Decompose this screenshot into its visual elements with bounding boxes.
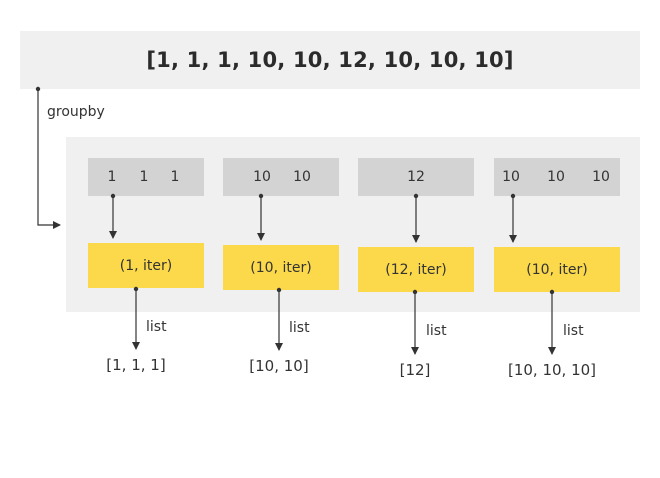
group-key: 1 [139,169,149,185]
group-key: 10 [293,169,311,185]
group-result-2: [10, 10] [249,357,309,375]
tuple-dot-2 [276,287,282,293]
group-tuple-1: (1, iter) [88,243,204,288]
group-tuple-2: (10, iter) [223,245,339,290]
group-tuple-3: (12, iter) [358,247,474,292]
group-key: 1 [170,169,180,185]
list-label-4: list [563,323,584,339]
tuple-dot-4 [549,289,555,295]
groupby-arrow [37,89,61,229]
group-keys-box-4: 10 10 10 [494,158,620,196]
input-list-text: [1, 1, 1, 10, 10, 12, 10, 10, 10] [146,48,514,72]
group-key: 10 [502,169,520,185]
group-key: 12 [407,169,425,185]
input-list-banner: [1, 1, 1, 10, 10, 12, 10, 10, 10] [20,31,640,89]
list-label-1: list [146,319,167,335]
group-key: 1 [107,169,117,185]
group-result-3: [12] [399,361,431,379]
group-dot-4 [510,193,516,199]
group-key: 10 [592,169,610,185]
group-result-4: [10, 10, 10] [507,361,597,379]
group-dot-2 [258,193,264,199]
list-label-3: list [426,323,447,339]
group-keys-box-1: 1 1 1 [88,158,204,196]
tuple-dot-3 [412,289,418,295]
group-tuple-4: (10, iter) [494,247,620,292]
group-dot-3 [413,193,419,199]
groupby-label: groupby [47,104,105,120]
group-keys-box-2: 10 10 [223,158,339,196]
group-key: 10 [253,169,271,185]
group-result-1: [1, 1, 1] [106,356,166,374]
tuple-dot-1 [133,286,139,292]
group-dot-1 [110,193,116,199]
group-keys-box-3: 12 [358,158,474,196]
groupby-start-dot [35,86,41,92]
group-key: 10 [547,169,565,185]
list-label-2: list [289,320,310,336]
